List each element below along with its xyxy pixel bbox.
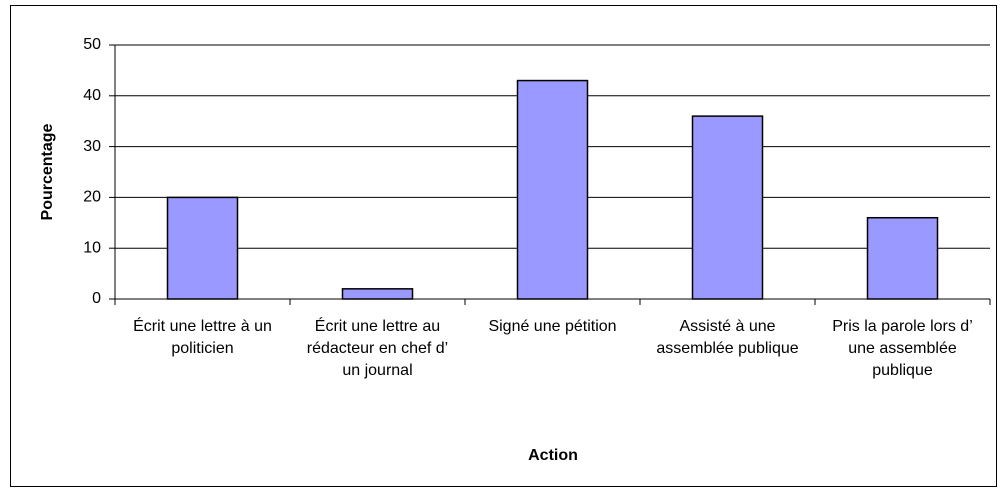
bar [866,216,939,300]
x-tick-label-box: Pris la parole lors d’ une assemblée pub… [832,318,973,379]
y-tick-label: 30 [83,138,101,155]
bar [341,288,414,300]
x-tick-label-box: Assisté à une assemblée publique [656,318,799,357]
y-tick-label: 40 [83,87,101,104]
x-tick-label-box: Signé une pétition [488,318,617,335]
y-tick-label: 10 [83,239,101,256]
y-tick-label: 20 [83,189,101,206]
x-tick-label: Signé une pétition [488,318,617,335]
x-tick-label: Écrit une lettre au rédacteur en chef d’… [306,318,449,379]
x-tick-label-box: Écrit une lettre à un politicien [133,318,272,357]
y-axis-label: Pourcentage [39,123,56,220]
y-tick-label: 50 [83,36,101,53]
x-axis-label: Action [528,447,578,464]
x-tick-label-box: Écrit une lettre au rédacteur en chef d’… [306,318,449,379]
bar [516,79,589,300]
x-tick-label: Écrit une lettre à un politicien [133,318,272,357]
bar [166,196,239,300]
x-tick-label: Pris la parole lors d’ une assemblée pub… [832,318,973,379]
x-tick-label: Assisté à une assemblée publique [656,318,799,357]
y-tick-label: 0 [92,290,101,307]
bar [691,115,764,300]
